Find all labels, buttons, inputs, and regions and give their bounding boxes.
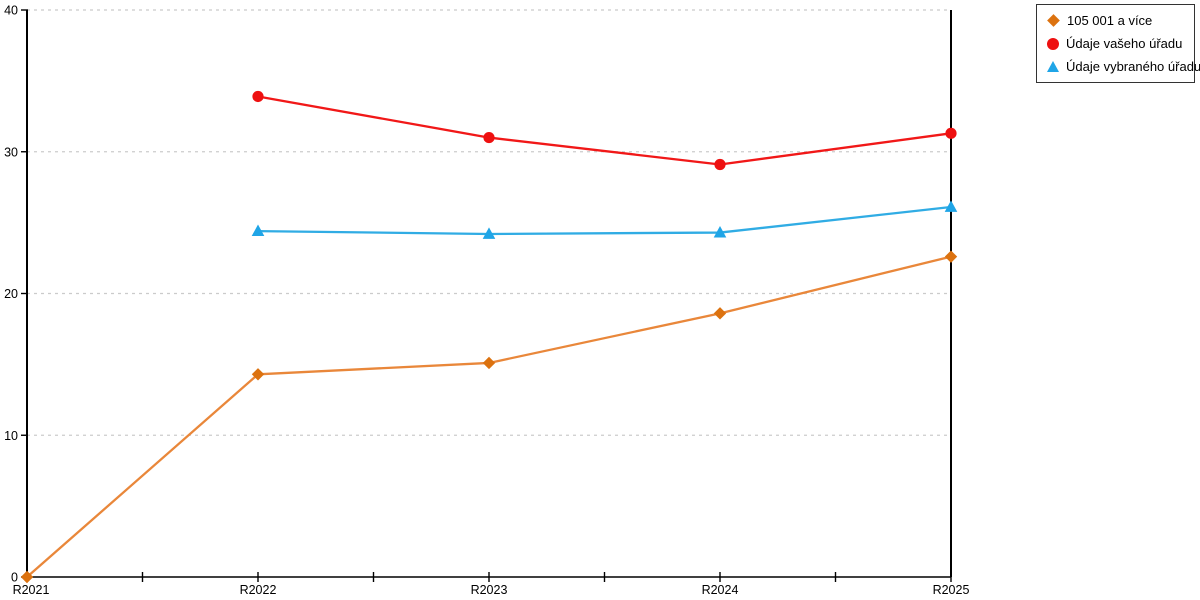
x-tick-label: R2025 — [933, 583, 970, 597]
legend-label: Údaje vašeho úřadu — [1066, 36, 1183, 51]
y-tick-label: 0 — [11, 571, 18, 585]
triangle-marker-icon — [1047, 61, 1059, 72]
diamond-marker — [944, 250, 958, 263]
series-line-triangle — [256, 205, 953, 236]
x-tick-label: R2022 — [240, 583, 277, 597]
series-line-diamond — [25, 255, 953, 579]
diamond-marker — [713, 307, 727, 320]
diamond-marker — [20, 570, 34, 584]
triangle-marker — [251, 224, 265, 237]
series-line-circle — [256, 95, 953, 166]
y-tick-label: 40 — [4, 4, 18, 18]
triangle-marker — [944, 200, 958, 212]
circle-marker-icon — [1047, 37, 1059, 50]
circle-marker — [252, 90, 264, 103]
legend: 105 001 a více Údaje vašeho úřadu Údaje … — [1036, 4, 1200, 83]
circle-marker — [714, 158, 726, 171]
circle-marker — [945, 127, 957, 139]
legend-item-105001: 105 001 a více — [1047, 13, 1194, 28]
legend-label: Údaje vybraného úřadu — [1066, 59, 1200, 74]
diamond-marker — [251, 368, 265, 381]
x-tick-label: R2023 — [471, 583, 508, 597]
y-tick-label: 30 — [4, 145, 18, 159]
x-tick-label: R2024 — [702, 583, 739, 597]
triangle-marker — [482, 227, 496, 239]
legend-item-vaseho-uradu: Údaje vašeho úřadu — [1047, 36, 1194, 51]
x-tick-label: R2021 — [13, 583, 50, 597]
y-tick-label: 20 — [4, 287, 18, 301]
diamond-marker — [482, 356, 496, 370]
triangle-marker — [713, 225, 727, 238]
circle-marker — [483, 131, 495, 144]
y-tick-label: 10 — [4, 429, 18, 443]
diamond-marker-icon — [1047, 14, 1060, 27]
legend-item-vybraneho-uradu: Údaje vybraného úřadu — [1047, 59, 1200, 74]
legend-label: 105 001 a více — [1067, 13, 1153, 28]
